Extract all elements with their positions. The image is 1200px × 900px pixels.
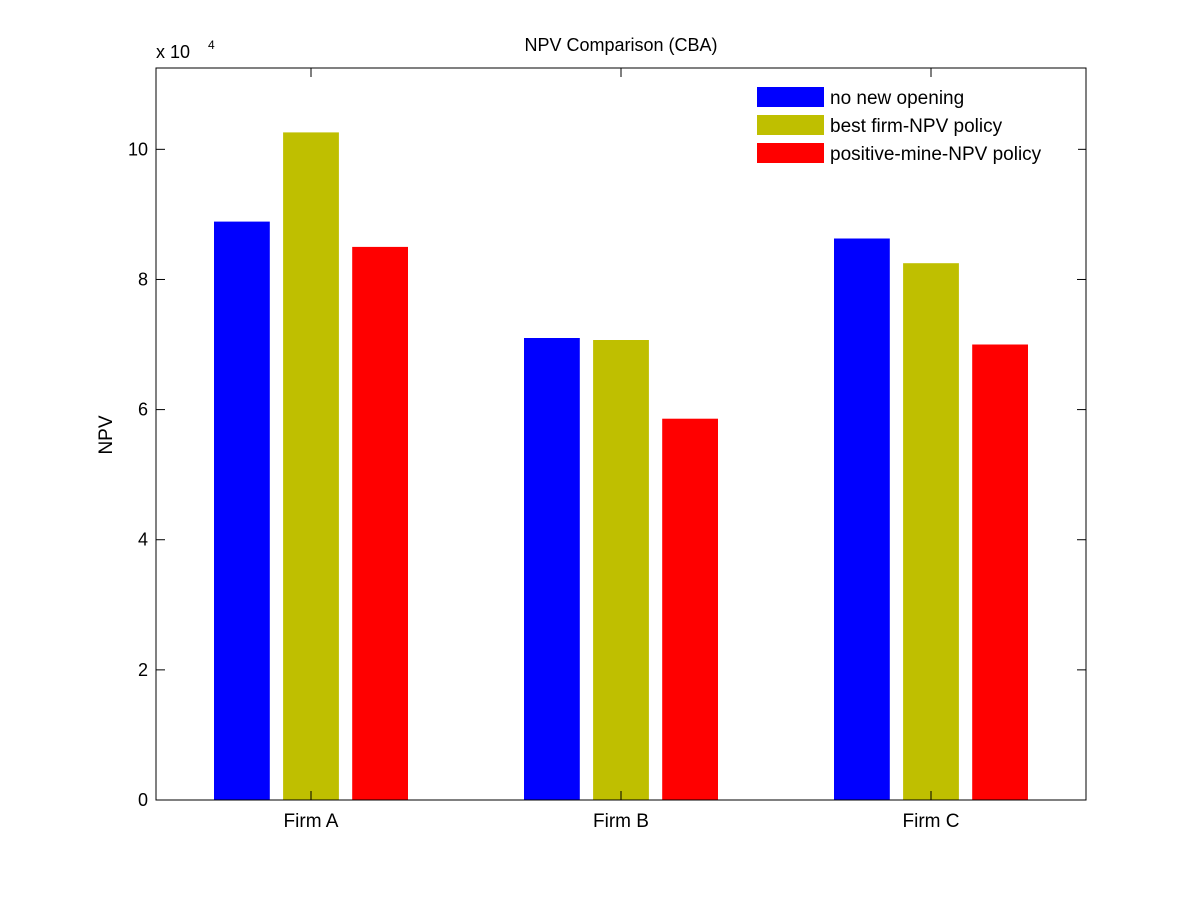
legend-swatch-3 — [757, 143, 824, 163]
x-category-labels: Firm A Firm B Firm C — [284, 811, 960, 832]
legend-swatch-1 — [757, 87, 824, 107]
y-tick-label: 4 — [138, 530, 148, 550]
legend-swatch-2 — [757, 115, 824, 135]
y-tick-label: 10 — [128, 139, 148, 159]
y-axis-label: NPV — [96, 415, 117, 454]
legend-label-3: positive-mine-NPV policy — [830, 144, 1042, 165]
bar-1-2 — [524, 338, 580, 800]
legend-label-2: best firm-NPV policy — [830, 116, 1003, 137]
y-tick-label: 2 — [138, 660, 148, 680]
y-axis-exponent: x 10 4 — [156, 38, 215, 62]
bars-group — [214, 132, 1028, 801]
bar-2-3 — [903, 263, 959, 800]
x-category-label: Firm A — [284, 811, 339, 832]
y-exponent-power: 4 — [208, 38, 215, 52]
y-tick-label: 0 — [138, 790, 148, 810]
bar-3-1 — [352, 246, 408, 800]
chart-title: NPV Comparison (CBA) — [524, 35, 717, 55]
axis-ticks — [156, 68, 1086, 801]
y-tick-labels: 0 2 4 6 8 10 — [128, 139, 148, 810]
y-tick-label: 8 — [138, 269, 148, 289]
y-tick-label: 6 — [138, 400, 148, 420]
bar-1-1 — [214, 221, 270, 801]
x-category-label: Firm C — [903, 811, 960, 832]
x-category-label: Firm B — [593, 811, 649, 832]
legend-label-1: no new opening — [830, 88, 964, 109]
bar-2-2 — [593, 340, 649, 800]
legend: no new opening best firm-NPV policy positi… — [750, 80, 1078, 170]
bar-2-1 — [283, 132, 339, 800]
bar-1-3 — [834, 238, 890, 800]
y-exponent-base: x 10 — [156, 42, 190, 62]
bar-3-2 — [662, 418, 718, 800]
bar-3-3 — [972, 344, 1028, 800]
